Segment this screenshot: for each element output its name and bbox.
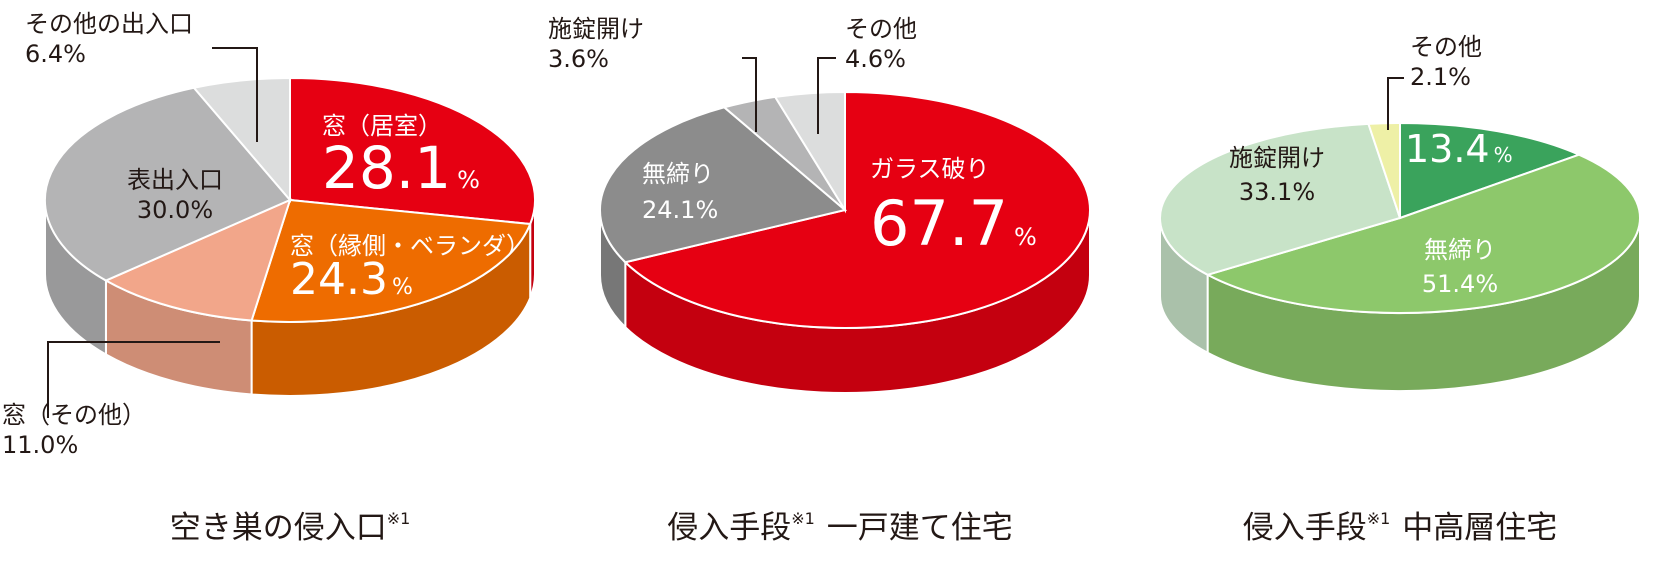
pie-top	[44, 76, 536, 323]
slice-label-1: 窓（居室）28.1%	[322, 112, 480, 202]
slice-label-3: 施錠開け 33.1%	[1229, 144, 1325, 206]
slice-label-1: ガラス破り 67.7%	[870, 155, 1037, 260]
slice-label-2: 窓（縁側・ベランダ）24.3%	[290, 232, 530, 305]
pie-slice-2	[250, 198, 532, 323]
slice-value: 11.0%	[2, 431, 78, 459]
slice-value: 24.1%	[642, 196, 718, 224]
pie-sides	[44, 199, 536, 397]
pie-slice-3	[103, 198, 292, 322]
slice-value: 67.7%	[870, 187, 1037, 260]
pie-chart-1: 窓（居室）28.1 % 窓（縁側・ベランダ）24.3 % 窓（その他）11.0% 表出入口…	[2, 10, 536, 546]
slice-value: 24.3%	[290, 254, 413, 305]
slice-value: 30.0%	[137, 196, 213, 224]
slice-name: ガラス破り	[870, 155, 990, 183]
slice-name: ガラス破り	[1405, 100, 1525, 128]
slice-name: 無締り	[642, 160, 714, 188]
pie-slice-2	[1204, 153, 1641, 314]
pie-slice-3	[1158, 122, 1402, 276]
chart-title: 侵入手段※1 中高層住宅	[1243, 509, 1558, 546]
slice-name: その他の出入口	[25, 10, 193, 38]
pie-slice-1	[623, 90, 1091, 329]
slice-value: 33.1%	[1239, 178, 1315, 206]
slice-label-2: 無締り 24.1%	[642, 160, 718, 224]
slice-name: 表出入口	[127, 166, 223, 194]
pie-slice-4	[1367, 121, 1401, 219]
slice-value: 4.6%	[845, 45, 906, 73]
pie-slice-5	[192, 76, 291, 203]
pie-top	[1158, 121, 1641, 314]
chart-title: 侵入手段※1 一戸建て住宅	[667, 509, 1013, 546]
pie-slice-4	[44, 86, 292, 282]
slice-name: 無締り	[1424, 236, 1496, 264]
slice-name: その他	[845, 15, 917, 43]
pie-slice-1	[1399, 121, 1582, 220]
pie-slice-1	[289, 76, 536, 226]
slice-name: 窓（居室）	[322, 112, 442, 140]
slice-name: 窓（その他）	[2, 401, 146, 429]
slice-value: 2.1%	[1410, 63, 1471, 91]
leader-line	[742, 57, 757, 132]
slice-name: 施錠開け	[1229, 144, 1325, 172]
chart-title: 空き巣の侵入口※1	[170, 509, 411, 546]
slice-value: 51.4%	[1422, 270, 1498, 298]
slice-value: 28.1%	[322, 134, 480, 202]
pie-slice-4	[773, 90, 846, 214]
slice-value: 13.4%	[1405, 127, 1513, 171]
pie-sides	[1159, 217, 1641, 392]
slice-value: 3.6%	[548, 45, 609, 73]
leader-line	[817, 57, 836, 134]
slice-name: 施錠開け	[548, 15, 644, 43]
slice-name: 窓（縁側・ベランダ）	[290, 232, 530, 260]
leader-line	[212, 47, 258, 142]
leader-line	[47, 341, 220, 418]
slice-label-3: 窓（その他）11.0%	[2, 341, 220, 459]
pie-slice-2	[599, 106, 848, 264]
slice-value: 6.4%	[25, 40, 86, 68]
pie-top	[599, 90, 1091, 329]
slice-name: その他	[1410, 33, 1482, 61]
slice-label-2: 無締り 51.4%	[1422, 236, 1498, 298]
leader-line	[1387, 77, 1404, 130]
